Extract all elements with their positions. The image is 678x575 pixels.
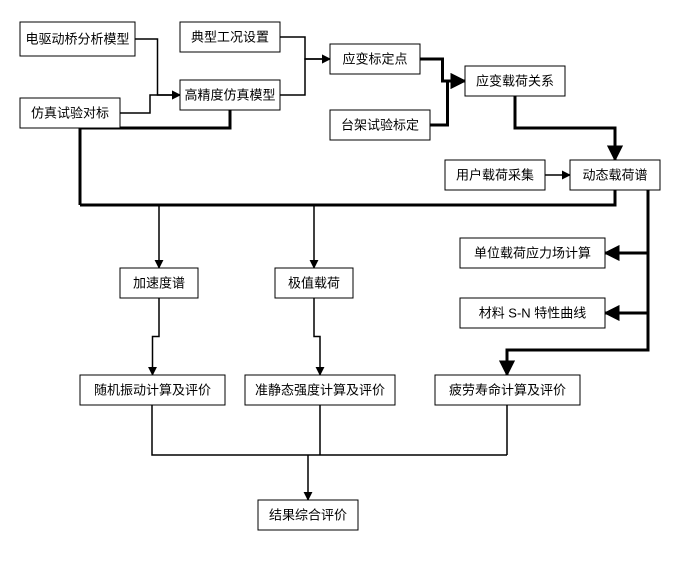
flow-node-n12: 单位载荷应力场计算 <box>460 238 605 268</box>
flow-node-n4: 应变载荷关系 <box>465 66 565 96</box>
flow-node-n2: 典型工况设置 <box>180 22 280 52</box>
flow-edge <box>280 37 330 59</box>
flow-node-n16: 疲劳寿命计算及评价 <box>435 375 580 405</box>
flow-edge <box>152 405 507 455</box>
flow-node-n3: 应变标定点 <box>330 44 420 74</box>
flow-node-n10: 加速度谱 <box>120 268 198 298</box>
flow-node-label: 疲劳寿命计算及评价 <box>449 382 566 397</box>
flow-edge <box>120 95 180 113</box>
flow-node-n14: 随机振动计算及评价 <box>80 375 225 405</box>
flow-node-n1: 电驱动桥分析模型 <box>20 22 135 56</box>
flow-node-label: 电驱动桥分析模型 <box>25 31 129 46</box>
flow-edge <box>430 81 465 125</box>
flow-node-label: 单位载荷应力场计算 <box>474 245 591 260</box>
flow-node-label: 高精度仿真模型 <box>184 87 275 102</box>
flow-node-label: 应变标定点 <box>342 51 407 66</box>
flow-edge <box>280 59 330 95</box>
flow-edge <box>314 298 320 375</box>
flow-edge <box>80 190 615 205</box>
flow-node-label: 加速度谱 <box>133 275 185 290</box>
flow-edge <box>135 39 180 95</box>
flow-node-label: 动态载荷谱 <box>582 167 647 182</box>
flow-node-n8: 用户载荷采集 <box>445 160 545 190</box>
flow-node-label: 结果综合评价 <box>269 507 347 522</box>
flow-node-n11: 极值载荷 <box>275 268 353 298</box>
flow-node-n13: 材料 S-N 特性曲线 <box>460 298 605 328</box>
flow-edge <box>420 59 465 81</box>
flow-node-n6: 高精度仿真模型 <box>180 80 280 110</box>
flow-edge <box>515 96 615 160</box>
flow-node-n5: 仿真试验对标 <box>20 98 120 128</box>
flow-node-label: 应变载荷关系 <box>476 73 554 88</box>
flow-edge <box>153 298 160 375</box>
flow-node-label: 准静态强度计算及评价 <box>255 382 385 397</box>
flow-edge <box>507 190 648 375</box>
flow-node-n17: 结果综合评价 <box>258 500 358 530</box>
flowchart-canvas: 电驱动桥分析模型 典型工况设置应变标定点应变载荷关系仿真试验对标 高精度仿真模型台架… <box>0 0 678 575</box>
flow-node-n7: 台架试验标定 <box>330 110 430 140</box>
flow-node-label: 材料 S-N 特性曲线 <box>479 305 587 320</box>
flow-node-label: 极值载荷 <box>288 275 340 290</box>
flow-node-label: 随机振动计算及评价 <box>94 382 211 397</box>
flow-node-label: 台架试验标定 <box>341 117 419 132</box>
flow-node-n15: 准静态强度计算及评价 <box>245 375 395 405</box>
flow-node-n9: 动态载荷谱 <box>570 160 660 190</box>
flow-node-label: 用户载荷采集 <box>456 167 534 182</box>
flow-node-label: 仿真试验对标 <box>31 105 109 120</box>
flow-node-label: 典型工况设置 <box>191 29 269 44</box>
